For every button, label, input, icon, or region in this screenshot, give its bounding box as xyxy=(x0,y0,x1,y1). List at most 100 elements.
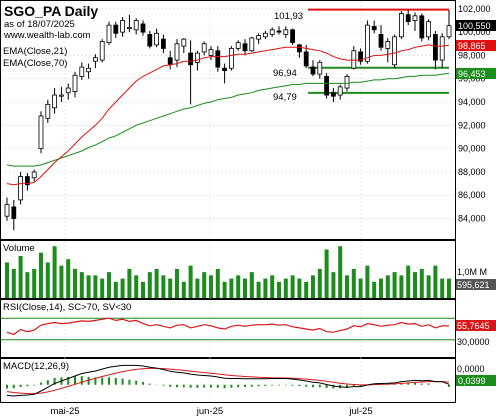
volume-bar xyxy=(141,281,145,298)
rsi-lines xyxy=(1,317,455,341)
volume-bar xyxy=(73,268,77,298)
volume-bar xyxy=(236,275,241,298)
volume-bar xyxy=(161,275,166,298)
rsi-badge: 55,7645 xyxy=(456,320,496,331)
website-label: www.wealth-lab.com xyxy=(3,30,91,41)
candle-down xyxy=(310,66,316,75)
candle-up xyxy=(364,24,370,62)
candle-up xyxy=(133,20,139,31)
candle-up xyxy=(344,75,350,89)
candle-down xyxy=(140,23,146,33)
volume-bar xyxy=(426,275,431,298)
price-tick-label: 94,000 xyxy=(458,97,486,107)
candle-up xyxy=(59,94,64,97)
volume-bar xyxy=(338,246,343,298)
last-price-badge: 100,550 xyxy=(456,20,496,31)
volume-bar xyxy=(18,255,23,298)
volume-bar xyxy=(413,272,417,298)
price-tick-label: 90,000 xyxy=(458,144,486,154)
volume-bar xyxy=(168,278,173,298)
rsi-tick: 30,0000 xyxy=(457,337,490,347)
volume-bar xyxy=(100,278,105,298)
candle-up xyxy=(392,36,398,66)
candle-up xyxy=(38,115,44,150)
candle-down xyxy=(432,34,438,61)
volume-bar xyxy=(154,268,159,298)
candle-up xyxy=(283,29,289,35)
volume-bar xyxy=(270,275,275,298)
candle-up xyxy=(174,43,180,61)
volume-last-value: 595,621 xyxy=(457,280,490,290)
candle-up xyxy=(249,37,255,52)
volume-tick: 1,0M M xyxy=(457,267,487,277)
rsi-panel xyxy=(0,299,456,358)
candle-down xyxy=(371,25,377,31)
candle-up xyxy=(18,176,24,201)
ema21-value: 98,865 xyxy=(458,41,486,51)
candle-up xyxy=(269,29,275,35)
candle-up xyxy=(262,32,268,38)
candle-up xyxy=(439,36,445,61)
macd-lines xyxy=(6,364,450,397)
candle-up xyxy=(412,15,418,21)
rsi-last-value: 55,7645 xyxy=(457,321,490,331)
volume-bar xyxy=(5,262,9,298)
volume-bar xyxy=(86,275,91,298)
volume-bar xyxy=(59,265,64,298)
volume-bar xyxy=(263,278,268,298)
rsi-title: RSI(Close,14), SC>70, SV<30 xyxy=(3,302,131,313)
support1-label: 96,94 xyxy=(273,68,297,79)
resistance-label: 101,93 xyxy=(274,11,303,22)
volume-bar xyxy=(249,272,254,298)
candle-down xyxy=(378,34,384,48)
candle-up xyxy=(127,27,132,30)
rsi-line xyxy=(6,317,450,336)
candle-down xyxy=(147,34,153,47)
candle-down xyxy=(11,206,17,219)
macd-signal-line xyxy=(6,367,450,395)
macd-line xyxy=(6,364,450,397)
grid xyxy=(1,1,455,402)
volume-bar xyxy=(181,281,186,298)
price-tick-label: 84,000 xyxy=(458,214,486,224)
volume-bar xyxy=(39,252,43,298)
candle-down xyxy=(188,52,194,66)
volume-bar xyxy=(365,265,370,298)
candle-up xyxy=(228,48,234,69)
candle-up xyxy=(256,35,262,40)
candle-up xyxy=(446,25,452,38)
volume-bar xyxy=(25,272,30,298)
last-price-value: 100,550 xyxy=(458,21,491,31)
candle-down xyxy=(167,57,173,66)
volume-bar xyxy=(202,272,207,298)
x-label-jul: jul-25 xyxy=(348,406,372,417)
candle-up xyxy=(99,41,105,61)
volume-bar xyxy=(45,262,50,298)
candle-up xyxy=(120,20,125,33)
volume-bar xyxy=(419,268,424,298)
legend-ema21: EMA(Close,21) xyxy=(3,46,67,57)
candle-up xyxy=(351,50,357,69)
price-tick-label: 92,000 xyxy=(458,120,486,130)
volume-bar xyxy=(229,278,234,298)
volume-bar xyxy=(209,275,213,298)
volume-bar xyxy=(93,275,98,298)
candle-down xyxy=(405,14,411,23)
candle-down xyxy=(330,92,336,97)
volume-bar xyxy=(256,281,261,298)
candle-up xyxy=(52,94,57,109)
price-tick-label: 86,000 xyxy=(458,190,486,200)
volume-title: Volume xyxy=(3,243,35,254)
candle-up xyxy=(106,24,112,44)
volume-bar xyxy=(127,268,132,298)
volume-bar xyxy=(32,268,37,298)
candle-down xyxy=(296,44,302,53)
price-tick-label: 98,000 xyxy=(458,50,486,60)
candle-up xyxy=(208,49,214,56)
volume-bars xyxy=(5,246,451,298)
candle-down xyxy=(242,43,248,52)
candle-up xyxy=(181,38,187,47)
candle-down xyxy=(276,30,282,33)
candle-down xyxy=(113,24,119,34)
candle-down xyxy=(358,51,364,62)
